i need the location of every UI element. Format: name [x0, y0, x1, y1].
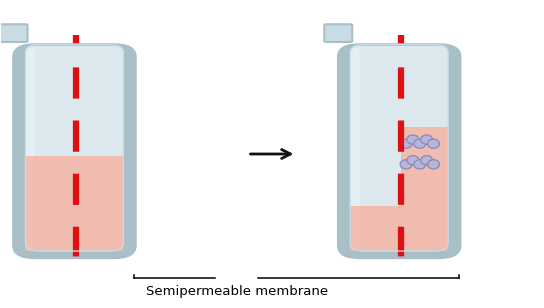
FancyBboxPatch shape: [26, 45, 123, 251]
Bar: [26, 156, 76, 251]
FancyBboxPatch shape: [350, 48, 360, 251]
FancyBboxPatch shape: [14, 45, 135, 258]
Bar: [401, 127, 448, 251]
Ellipse shape: [400, 160, 412, 169]
Ellipse shape: [407, 135, 419, 144]
Ellipse shape: [428, 160, 440, 169]
Ellipse shape: [421, 135, 432, 144]
Ellipse shape: [421, 156, 432, 165]
FancyBboxPatch shape: [350, 45, 448, 251]
Bar: [76, 156, 123, 251]
Ellipse shape: [428, 139, 440, 148]
FancyBboxPatch shape: [324, 24, 353, 42]
Ellipse shape: [407, 156, 419, 165]
Ellipse shape: [400, 139, 412, 148]
FancyBboxPatch shape: [0, 24, 28, 42]
FancyBboxPatch shape: [338, 45, 460, 258]
Bar: [350, 206, 401, 251]
Ellipse shape: [414, 160, 426, 169]
Text: Semipermeable membrane: Semipermeable membrane: [146, 285, 328, 298]
Ellipse shape: [414, 139, 426, 148]
FancyBboxPatch shape: [26, 48, 35, 251]
